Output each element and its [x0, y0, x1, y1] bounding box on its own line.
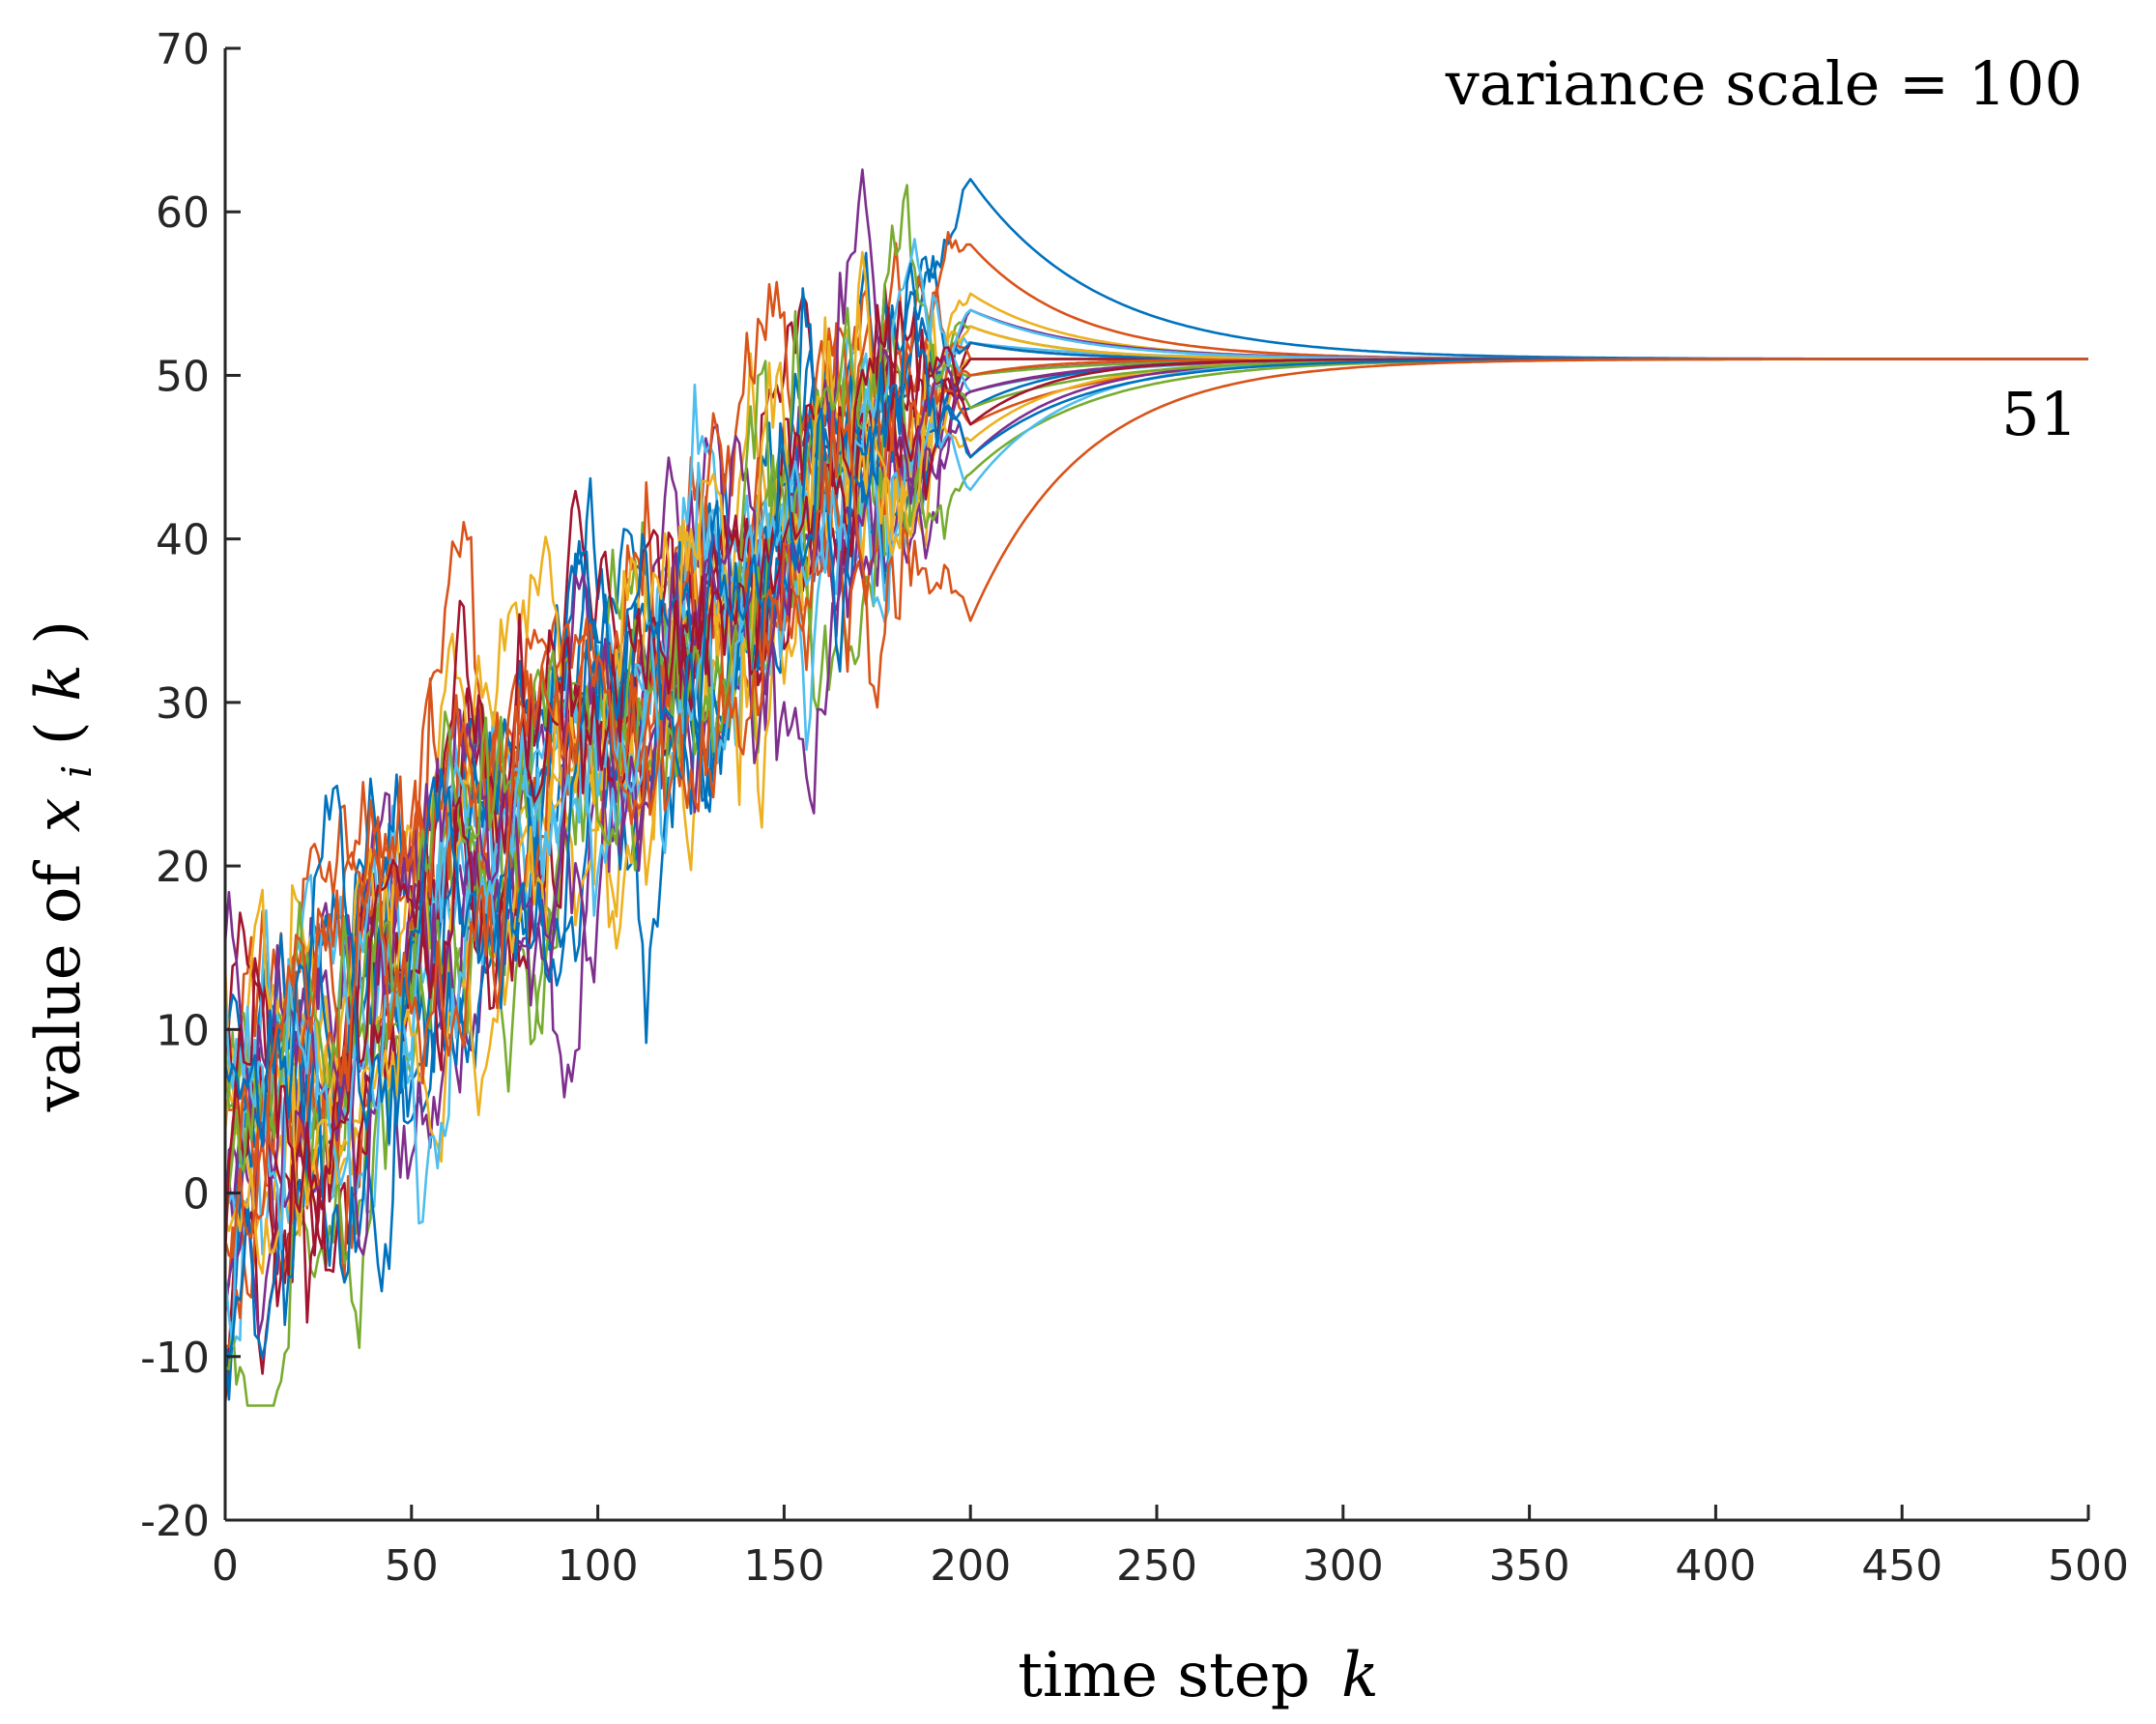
y-axis-title-sub: i — [53, 765, 101, 778]
y-tick-label: 30 — [156, 679, 210, 729]
y-axis-title-arg: k — [23, 664, 95, 702]
x-axis-title: time step k — [1018, 1640, 1379, 1711]
y-tick-label: 50 — [156, 352, 210, 401]
y-axis-title-var: x — [23, 797, 95, 832]
y-tick-label: 20 — [156, 843, 210, 892]
x-axis-title-prefix: time step — [1018, 1640, 1310, 1711]
y-ticks: -20 -10 0 10 20 30 40 50 60 70 — [140, 25, 241, 1546]
x-ticks: 0 50 100 150 200 250 300 350 400 450 500 — [212, 1505, 2129, 1591]
x-tick-label: 350 — [1489, 1541, 1570, 1591]
series-line-30 — [223, 358, 2088, 1259]
x-tick-label: 450 — [1861, 1541, 1942, 1591]
y-tick-label: 60 — [156, 188, 210, 238]
x-axis-title-var: k — [1341, 1640, 1379, 1711]
y-tick-label: 70 — [156, 25, 210, 74]
y-tick-label: -20 — [140, 1497, 210, 1546]
x-tick-label: 0 — [212, 1541, 239, 1591]
y-tick-label: -10 — [140, 1334, 210, 1383]
series-layer — [223, 168, 2088, 1407]
axes-layer: 0 50 100 150 200 250 300 350 400 450 500 -20 -10 0 10… — [140, 25, 2129, 1591]
x-tick-label: 250 — [1116, 1541, 1197, 1591]
x-tick-label: 300 — [1303, 1541, 1384, 1591]
x-tick-label: 400 — [1675, 1541, 1756, 1591]
x-tick-label: 50 — [385, 1541, 439, 1591]
x-tick-label: 500 — [2048, 1541, 2129, 1591]
y-tick-label: 0 — [183, 1170, 210, 1220]
consensus-value-annotation: 51 — [2001, 379, 2078, 449]
x-tick-label: 150 — [743, 1541, 824, 1591]
x-tick-label: 200 — [930, 1541, 1011, 1591]
y-tick-label: 40 — [156, 516, 210, 565]
y-axis-title-arg-open: ( — [23, 721, 95, 745]
y-tick-label: 10 — [156, 1006, 210, 1055]
y-axis-title-prefix: value of — [23, 859, 95, 1112]
variance-scale-annotation: variance scale = 100 — [1445, 48, 2083, 119]
x-tick-label: 100 — [558, 1541, 639, 1591]
y-axis-title: value of x i ( k ) — [23, 620, 106, 1112]
y-axis-title-arg-close: ) — [23, 620, 95, 645]
